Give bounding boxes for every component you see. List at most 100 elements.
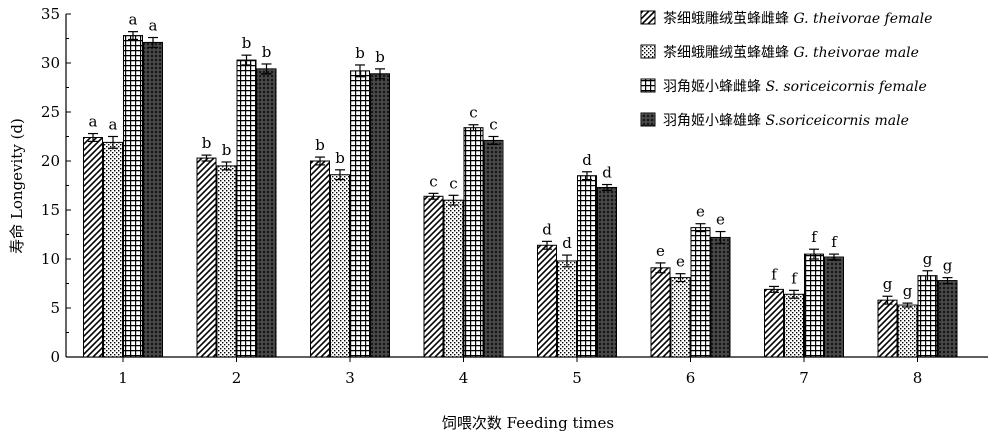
bar bbox=[463, 127, 484, 358]
bar bbox=[443, 199, 464, 358]
significance-label: b bbox=[375, 48, 385, 66]
bar bbox=[917, 275, 938, 358]
y-tick-label: 25 bbox=[41, 103, 60, 121]
legend: 茶细蛾雕绒茧蜂雌蜂 G. theivorae female 茶细蛾雕绒茧蜂雄蜂 G… bbox=[640, 10, 932, 129]
legend-latin: G. theivorae male bbox=[793, 45, 919, 61]
significance-label: a bbox=[129, 11, 138, 29]
significance-label: a bbox=[109, 116, 118, 134]
bar bbox=[216, 165, 237, 358]
y-axis-title: 寿命 Longevity (d) bbox=[8, 118, 26, 254]
significance-label: c bbox=[429, 172, 437, 190]
bar bbox=[350, 70, 370, 358]
x-tick-label: 6 bbox=[686, 369, 696, 387]
significance-label: e bbox=[656, 242, 665, 260]
significance-label: a bbox=[89, 113, 98, 131]
legend-cn: 茶细蛾雕绒茧蜂雄蜂 bbox=[663, 45, 793, 61]
bar bbox=[256, 68, 277, 358]
bar bbox=[670, 277, 691, 358]
significance-label: f bbox=[831, 233, 838, 251]
legend-cn: 羽角姬小蜂雌蜂 bbox=[663, 79, 765, 95]
bar bbox=[937, 280, 958, 358]
y-tick-label: 35 bbox=[41, 5, 60, 23]
significance-label: c bbox=[489, 116, 497, 134]
axes: 0 5 10 15 20 25 30 35 1 2 3 4 5 6 7 8 bbox=[41, 5, 988, 387]
bar bbox=[784, 293, 804, 358]
x-tick-label: 4 bbox=[459, 369, 469, 387]
bar bbox=[764, 288, 784, 358]
significance-label: d bbox=[582, 151, 592, 169]
significance-label: b bbox=[222, 141, 232, 159]
x-tick-label: 8 bbox=[913, 369, 923, 387]
legend-swatch bbox=[640, 78, 656, 93]
bar bbox=[83, 136, 103, 358]
x-tick-label: 3 bbox=[345, 369, 355, 387]
bar bbox=[897, 304, 918, 358]
bar bbox=[597, 186, 617, 358]
bar bbox=[123, 35, 143, 358]
bars bbox=[83, 31, 958, 358]
y-tick-label: 20 bbox=[41, 152, 60, 170]
y-tick-label: 5 bbox=[50, 299, 60, 317]
legend-entry: 羽角姬小蜂雌蜂 S. soriceicornis female bbox=[663, 79, 927, 95]
significance-label: f bbox=[771, 265, 778, 283]
bar bbox=[557, 260, 577, 358]
significance-label: g bbox=[883, 275, 893, 293]
x-tick-label: 7 bbox=[799, 369, 809, 387]
significance-label: e bbox=[676, 253, 685, 271]
significance-label: g bbox=[943, 257, 953, 275]
legend-entry: 羽角姬小蜂雄蜂 S.soriceicornis male bbox=[663, 113, 909, 129]
significance-label: d bbox=[562, 234, 572, 252]
bar bbox=[537, 244, 557, 358]
legend-swatch bbox=[640, 44, 656, 59]
legend-entry: 茶细蛾雕绒茧蜂雄蜂 G. theivorae male bbox=[663, 45, 919, 61]
legend-cn: 茶细蛾雕绒茧蜂雌蜂 bbox=[663, 11, 793, 27]
significance-label: b bbox=[315, 136, 325, 154]
significance-label: b bbox=[242, 34, 252, 52]
x-tick-label: 2 bbox=[232, 369, 242, 387]
significance-label: b bbox=[262, 43, 272, 61]
significance-label: g bbox=[903, 282, 913, 300]
legend-latin: S.soriceicornis male bbox=[765, 113, 908, 129]
significance-label: d bbox=[542, 220, 552, 238]
bar bbox=[370, 73, 390, 358]
bar bbox=[483, 139, 504, 358]
significance-label: d bbox=[602, 164, 612, 182]
bar bbox=[423, 195, 444, 358]
significance-label: f bbox=[791, 269, 798, 287]
bar bbox=[236, 59, 257, 358]
significance-label: b bbox=[355, 44, 365, 62]
significance-label: e bbox=[696, 203, 705, 221]
significance-label: b bbox=[335, 149, 345, 167]
legend-cn: 羽角姬小蜂雄蜂 bbox=[663, 113, 765, 129]
bar bbox=[877, 299, 898, 358]
x-tick-label: 1 bbox=[118, 369, 128, 387]
significance-label: a bbox=[149, 17, 158, 35]
legend-latin: S. soriceicornis female bbox=[765, 79, 926, 95]
legend-swatch bbox=[640, 112, 656, 127]
y-tick-label: 30 bbox=[41, 54, 60, 72]
legend-latin: G. theivorae female bbox=[793, 11, 932, 27]
bar bbox=[804, 253, 824, 358]
significance-label: c bbox=[469, 104, 477, 122]
bar bbox=[824, 256, 844, 358]
bar bbox=[310, 160, 330, 358]
bar bbox=[196, 157, 217, 358]
significance-label: f bbox=[811, 228, 818, 246]
significance-label: c bbox=[449, 174, 457, 192]
legend-entry: 茶细蛾雕绒茧蜂雌蜂 G. theivorae female bbox=[663, 11, 932, 27]
bar bbox=[710, 236, 731, 358]
bar bbox=[103, 141, 123, 358]
bar bbox=[143, 41, 163, 358]
bar bbox=[650, 267, 671, 358]
significance-label: e bbox=[716, 211, 725, 229]
bar bbox=[330, 174, 350, 358]
bar bbox=[577, 175, 597, 358]
x-tick-label: 5 bbox=[572, 369, 582, 387]
y-tick-label: 15 bbox=[41, 201, 60, 219]
significance-label: b bbox=[202, 134, 212, 152]
x-axis-title: 饲喂次数 Feeding times bbox=[442, 414, 614, 432]
bar bbox=[690, 227, 711, 358]
